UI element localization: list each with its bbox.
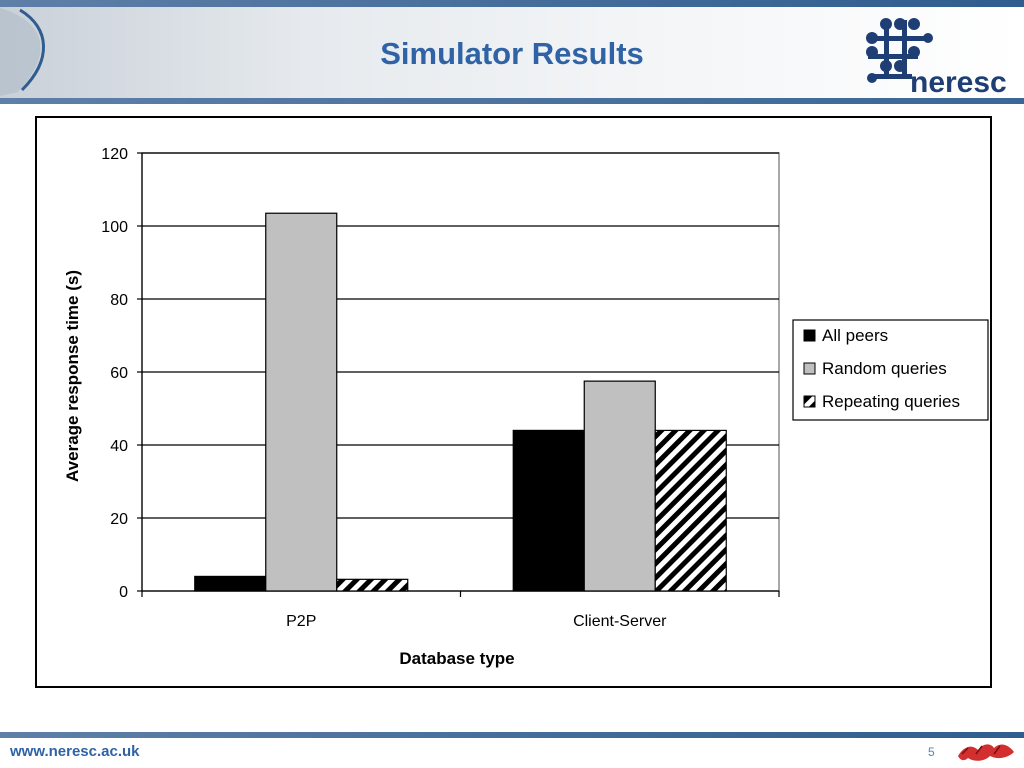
bar-all-peers (194, 575, 267, 592)
legend-label: All peers (822, 326, 888, 345)
legend-label: Repeating queries (822, 392, 960, 411)
dragon-emblem-icon (958, 744, 1014, 761)
bar-repeating-queries (336, 578, 409, 592)
y-tick-label: 20 (110, 511, 128, 528)
bar-chart: 0 20 40 60 80 100 120 P2P Client-Server Average … (63, 146, 989, 668)
legend-swatch (803, 362, 816, 375)
header-bottom-bar (0, 98, 1024, 104)
footer-link[interactable]: www.neresc.ac.uk (10, 743, 140, 760)
chart-legend: All peers Random queries Repeating queries (792, 319, 989, 421)
logo-mark-icon (866, 18, 933, 83)
y-tick-label: 80 (110, 292, 128, 309)
bar-repeating-queries (654, 429, 727, 592)
x-tick-label: P2P (286, 613, 316, 630)
footer-bar (0, 732, 1024, 738)
x-tick-label: Client-Server (573, 613, 667, 630)
plot-area: 0 20 40 60 80 100 120 P2P Client-Server (101, 146, 780, 630)
x-axis-title: Database type (399, 649, 514, 668)
page-number: 5 (928, 745, 935, 759)
legend-label: Random queries (822, 359, 947, 378)
y-tick-label: 40 (110, 438, 128, 455)
bar-all-peers (512, 429, 585, 592)
y-tick-label: 60 (110, 365, 128, 382)
y-tick-label: 100 (101, 219, 128, 236)
legend-swatch (803, 395, 816, 408)
legend-swatch (803, 329, 816, 342)
chart-frame: 0 20 40 60 80 100 120 P2P Client-Server Average … (35, 116, 992, 688)
header-top-bar (0, 0, 1024, 7)
y-axis-title: Average response time (s) (63, 270, 82, 482)
bar-random-queries (583, 380, 656, 592)
slide-title: Simulator Results (380, 36, 644, 71)
logo-wordmark: neresc (910, 66, 1007, 96)
y-tick-label: 120 (101, 146, 128, 163)
neresc-logo: neresc (866, 18, 1007, 96)
y-tick-label: 0 (119, 584, 128, 601)
header-swoosh-decoration (0, 8, 45, 96)
bar-random-queries (265, 212, 338, 592)
slide-header: Simulator Results neresc (0, 0, 1024, 104)
